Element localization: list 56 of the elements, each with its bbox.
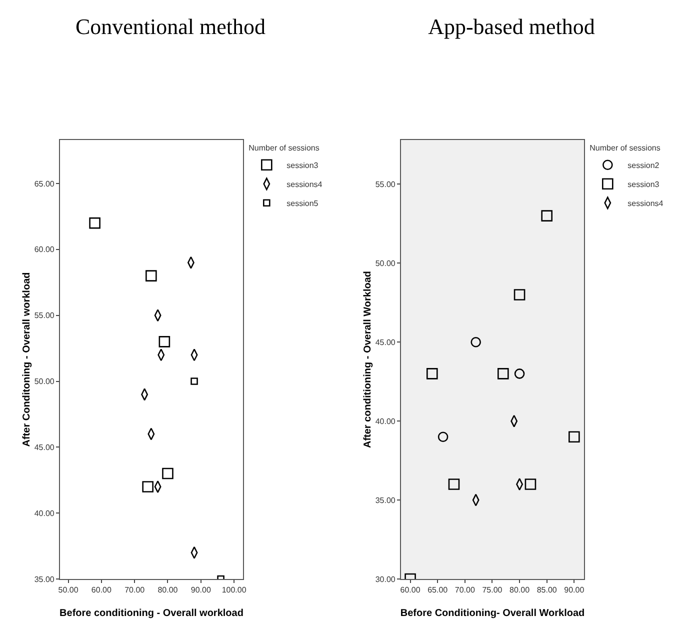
x-tick-label: 85.00 [536,586,558,595]
legend-label: session2 [628,161,660,170]
x-tick-label: 100.00 [222,586,247,595]
point [448,478,460,490]
point [146,270,157,282]
legend-title: Number of sessions [248,143,320,152]
point [438,432,448,442]
chart-title: Conventional method [75,14,266,39]
legend-label: sessions4 [628,199,664,208]
point [470,336,481,348]
y-axis-title: After conditioning - Overall Workload [362,270,374,448]
x-tick-label: 70.00 [454,586,476,595]
chart-title: App-based method [428,14,595,39]
y-tick-label: 40.00 [34,508,55,518]
y-tick-label: 30.00 [375,574,396,584]
x-tick-label: 70.00 [124,586,146,595]
y-tick-label: 35.00 [375,496,396,505]
x-axis-title: Before conditioning - Overall workload [60,608,244,619]
y-tick-label: 55.00 [34,311,55,320]
legend-title: Number of sessions [590,143,660,152]
point [541,210,552,222]
y-tick-label: 40.00 [375,416,396,426]
point [89,217,100,229]
y-tick-label: 45.00 [375,338,396,347]
legend-label: sessions4 [286,180,323,190]
legend-label: session5 [286,199,319,208]
point [426,368,438,380]
point [190,378,198,385]
legend-label: session3 [628,180,660,190]
x-axis-title: Before Conditioning- Overall Workload [400,608,585,619]
y-tick-label: 50.00 [34,377,55,386]
point [158,336,170,348]
y-tick-label: 35.00 [34,574,55,584]
point [524,478,536,490]
point [142,481,154,492]
legend-label: session3 [286,161,319,170]
x-tick-label: 80.00 [158,586,178,595]
y-axis-title: After Conditoning - Overall workload [21,272,32,447]
x-tick-label: 60.00 [91,586,112,595]
point [514,289,526,300]
y-tick-label: 45.00 [34,442,55,452]
point [568,431,580,443]
x-tick-label: 65.00 [428,586,448,595]
x-tick-label: 90.00 [564,586,585,595]
y-tick-label: 50.00 [375,258,396,268]
x-tick-label: 50.00 [58,586,79,595]
y-tick-label: 55.00 [375,180,396,190]
x-tick-label: 90.00 [190,586,212,595]
point [162,468,174,480]
y-tick-label: 65.00 [34,179,55,188]
point [498,368,509,380]
x-tick-label: 80.00 [510,586,530,595]
point [514,368,525,379]
x-tick-label: 75.00 [482,586,503,595]
x-tick-label: 60.00 [400,586,421,595]
y-tick-label: 60.00 [34,245,55,254]
